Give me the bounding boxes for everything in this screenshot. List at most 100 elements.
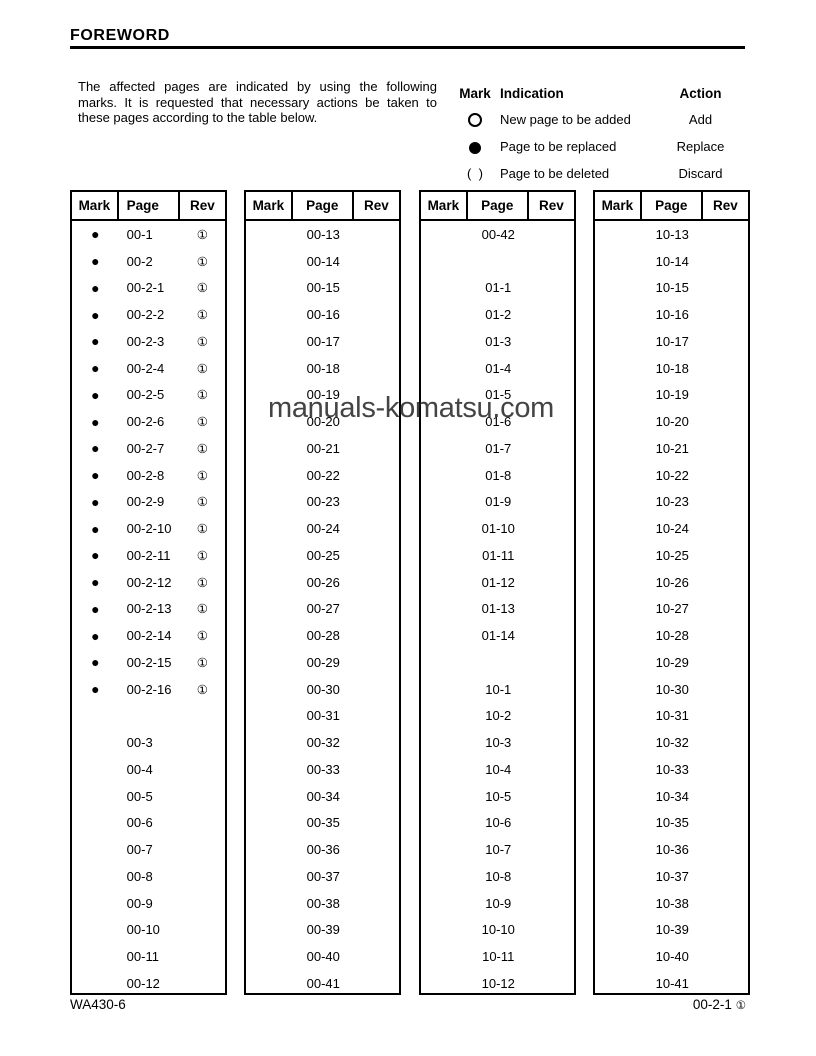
row-page: 10-16 bbox=[655, 307, 689, 323]
table-row: ● 00-2-2 ① bbox=[72, 301, 225, 328]
open-circle-icon bbox=[468, 113, 482, 128]
table-row: 00-16 bbox=[246, 301, 399, 328]
table-row: 00-14 bbox=[246, 248, 399, 275]
row-page: 10-17 bbox=[655, 333, 689, 349]
row-page: 10-40 bbox=[655, 949, 689, 965]
table-row: 10-24 bbox=[595, 515, 748, 542]
row-page: 10-21 bbox=[655, 440, 689, 456]
table-header-row: Mark Page Rev bbox=[595, 192, 748, 221]
col-header-mark: Mark bbox=[421, 192, 468, 219]
row-page: 10-39 bbox=[655, 922, 689, 938]
table-row: 10-39 bbox=[595, 917, 748, 944]
table-row: 00-31 bbox=[246, 703, 399, 730]
row-rev: ① bbox=[196, 522, 209, 537]
table-row: 10-14 bbox=[595, 248, 748, 275]
row-page: 10-5 bbox=[485, 788, 512, 804]
table-row: 00-21 bbox=[246, 435, 399, 462]
table-row: ● 00-2 ① bbox=[72, 248, 225, 275]
table-row: 10-4 bbox=[421, 756, 574, 783]
table-row: 00-9 bbox=[72, 890, 225, 917]
row-page: 10-22 bbox=[655, 467, 689, 483]
table-row: 00-20 bbox=[246, 408, 399, 435]
col-header-rev: Rev bbox=[539, 198, 564, 213]
row-page: 10-23 bbox=[655, 494, 689, 510]
row-page: 00-32 bbox=[306, 735, 340, 751]
row-page: 00-37 bbox=[306, 868, 340, 884]
row-page: 01-14 bbox=[481, 628, 515, 644]
table-row: ● 00-2-5 ① bbox=[72, 382, 225, 409]
row-rev: ① bbox=[196, 254, 209, 269]
row-page: 00-2-10 bbox=[126, 521, 172, 537]
affected-pages-table-3: Mark Page Rev 00-42 01-1 01-2 01-3 01-4 01-5 0… bbox=[419, 190, 576, 995]
row-page: 10-35 bbox=[655, 815, 689, 831]
col-header-mark: Mark bbox=[595, 192, 642, 219]
table-row: 00-5 bbox=[72, 783, 225, 810]
table-row: 10-13 bbox=[595, 221, 748, 248]
table-row: 00-37 bbox=[246, 863, 399, 890]
legend-header-action: Action bbox=[679, 85, 722, 101]
table-row: ● 00-2-16 ① bbox=[72, 676, 225, 703]
table-row: 10-7 bbox=[421, 836, 574, 863]
legend-header-mark: Mark bbox=[459, 85, 491, 101]
table-body: 00-13 00-14 00-15 00-16 00-17 00-18 00-19 00-20… bbox=[246, 221, 399, 997]
row-page: 10-14 bbox=[655, 253, 689, 269]
row-rev: ① bbox=[196, 468, 209, 483]
row-page: 00-29 bbox=[306, 654, 340, 670]
row-page: 10-34 bbox=[655, 788, 689, 804]
row-page: 00-11 bbox=[126, 949, 159, 965]
table-row: 10-40 bbox=[595, 943, 748, 970]
row-page: 10-11 bbox=[482, 949, 515, 965]
table-row: 00-27 bbox=[246, 596, 399, 623]
row-page: 10-20 bbox=[655, 414, 689, 430]
parentheses-mark: ( ) bbox=[467, 166, 483, 181]
row-mark: ● bbox=[91, 306, 100, 323]
table-row: 00-3 bbox=[72, 729, 225, 756]
col-header-page: Page bbox=[468, 192, 529, 219]
row-page: 10-3 bbox=[485, 735, 512, 751]
table-body: 00-42 01-1 01-2 01-3 01-4 01-5 01-6 01-7 01-8 01-… bbox=[421, 221, 574, 997]
row-rev: ① bbox=[196, 575, 209, 590]
table-row: 00-15 bbox=[246, 275, 399, 302]
row-page: 10-19 bbox=[655, 387, 689, 403]
row-page: 00-2-1 bbox=[126, 280, 165, 296]
table-row: 10-32 bbox=[595, 729, 748, 756]
row-mark: ● bbox=[91, 520, 100, 537]
col-header-rev: Rev bbox=[713, 198, 738, 213]
table-row: 01-3 bbox=[421, 328, 574, 355]
table-row: ● 00-2-1 ① bbox=[72, 275, 225, 302]
marks-legend: Mark Indication Action New page to be ad… bbox=[450, 80, 745, 187]
row-page: 01-1 bbox=[485, 280, 512, 296]
row-page: 00-17 bbox=[306, 333, 340, 349]
table-row: 10-41 bbox=[595, 970, 748, 997]
row-page: 00-2 bbox=[126, 253, 153, 269]
row-page: 00-40 bbox=[306, 949, 340, 965]
col-header-mark: Mark bbox=[246, 192, 293, 219]
table-body: 10-13 10-14 10-15 10-16 10-17 10-18 10-19 10-20… bbox=[595, 221, 748, 997]
row-mark: ● bbox=[91, 627, 100, 644]
table-row: ● 00-2-11 ① bbox=[72, 542, 225, 569]
table-row: 01-10 bbox=[421, 515, 574, 542]
table-header-row: Mark Page Rev bbox=[72, 192, 225, 221]
row-page: 10-13 bbox=[655, 226, 689, 242]
row-page: 00-18 bbox=[306, 360, 340, 376]
row-page: 00-14 bbox=[306, 253, 340, 269]
table-row: 00-38 bbox=[246, 890, 399, 917]
table-row: 10-37 bbox=[595, 863, 748, 890]
table-row: 10-35 bbox=[595, 810, 748, 837]
row-page: 00-36 bbox=[306, 842, 340, 858]
table-row: 01-2 bbox=[421, 301, 574, 328]
table-header-row: Mark Page Rev bbox=[421, 192, 574, 221]
legend-row-add: New page to be added Add bbox=[450, 106, 745, 133]
table-row: 10-16 bbox=[595, 301, 748, 328]
table-row: 00-33 bbox=[246, 756, 399, 783]
table-row: 10-25 bbox=[595, 542, 748, 569]
row-page: 00-2-3 bbox=[126, 333, 165, 349]
table-row: 00-40 bbox=[246, 943, 399, 970]
footer-page-code: 00-2-1 bbox=[692, 997, 732, 1012]
table-header-row: Mark Page Rev bbox=[246, 192, 399, 221]
row-rev: ① bbox=[196, 602, 209, 617]
row-page: 10-38 bbox=[655, 895, 689, 911]
row-page: 00-20 bbox=[306, 414, 340, 430]
row-mark: ● bbox=[91, 493, 100, 510]
